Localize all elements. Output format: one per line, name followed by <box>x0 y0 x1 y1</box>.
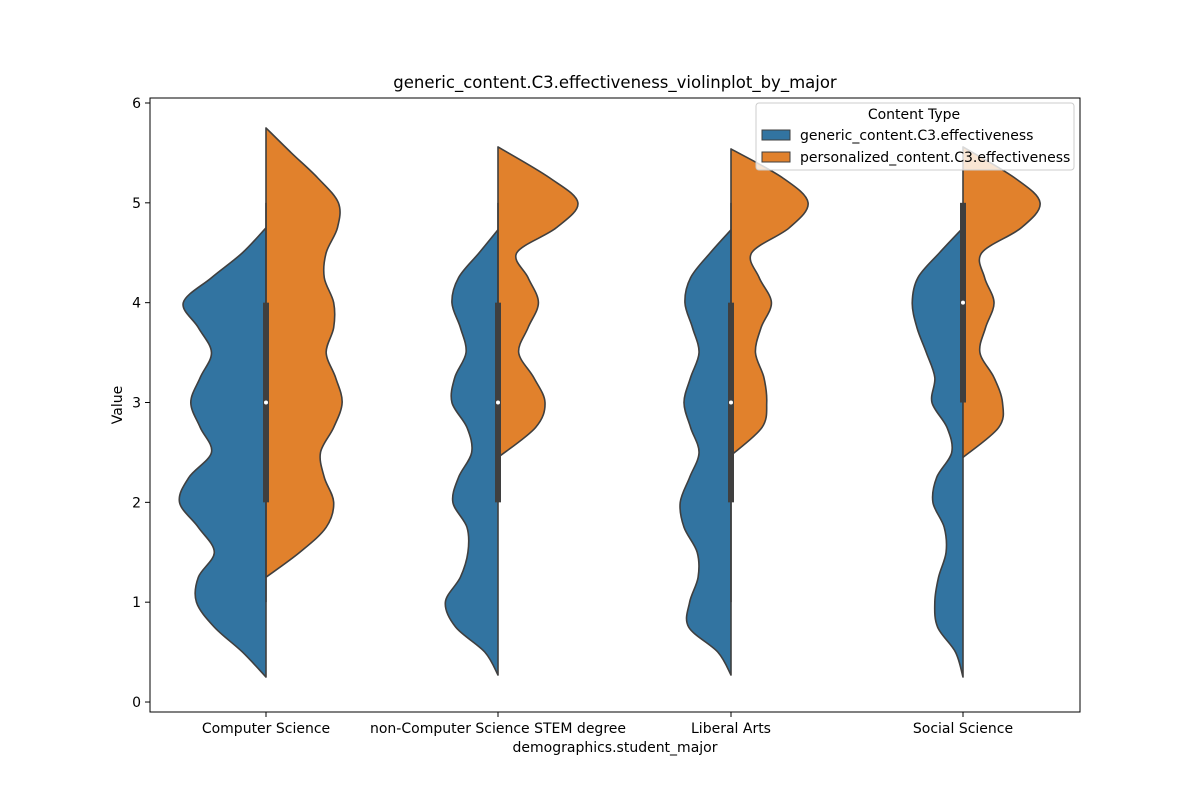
y-tick-label: 0 <box>132 695 141 711</box>
x-tick-label-liberal-arts: Liberal Arts <box>691 721 771 737</box>
legend: Content Type generic_content.C3.effectiv… <box>755 102 1075 171</box>
violin-personalized-computer-science <box>265 127 343 579</box>
violin-generic-computer-science <box>178 226 267 678</box>
violin-personalized-non-computer-science-stem-degree <box>497 146 579 459</box>
y-tick-label: 3 <box>132 396 141 412</box>
legend-swatch-personalized <box>761 151 791 163</box>
median-dot-computer-science <box>264 400 268 405</box>
y-tick-label: 1 <box>132 595 141 611</box>
violin-generic-social-science <box>911 226 964 678</box>
violin-generic-liberal-arts <box>679 228 732 676</box>
plot-area <box>178 127 1041 678</box>
chart-title: generic_content.C3.effectiveness_violinp… <box>393 73 837 93</box>
axes-frame <box>149 97 1081 713</box>
y-tick-label: 2 <box>132 495 141 511</box>
legend-label-personalized: personalized_content.C3.effectiveness <box>800 150 1070 166</box>
y-tick-label: 4 <box>132 296 141 312</box>
legend-frame <box>755 102 1075 171</box>
median-dot-social-science <box>961 300 965 305</box>
y-tick-label: 5 <box>132 196 141 212</box>
x-axis: Computer Science non-Computer Science STE… <box>202 712 1013 737</box>
median-dot-non-computer-science-stem-degree <box>496 400 500 405</box>
x-tick-label-computer-science: Computer Science <box>202 721 330 737</box>
legend-label-generic: generic_content.C3.effectiveness <box>800 128 1033 144</box>
y-axis-label: Value <box>110 386 126 424</box>
y-axis: 0 1 2 3 4 5 6 <box>132 96 1081 713</box>
legend-title: Content Type <box>868 107 960 123</box>
x-axis-label: demographics.student_major <box>513 740 718 756</box>
violin-personalized-social-science <box>962 146 1041 459</box>
violin-personalized-liberal-arts <box>730 148 809 457</box>
x-tick-label-social-science: Social Science <box>913 721 1013 737</box>
y-tick-label: 6 <box>132 96 141 112</box>
violin-generic-non-computer-science-stem-degree <box>444 228 499 676</box>
legend-swatch-generic <box>761 129 791 141</box>
x-tick-label-non-computer-science-stem-degree: non-Computer Science STEM degree <box>370 721 626 737</box>
median-dot-liberal-arts <box>729 400 733 405</box>
